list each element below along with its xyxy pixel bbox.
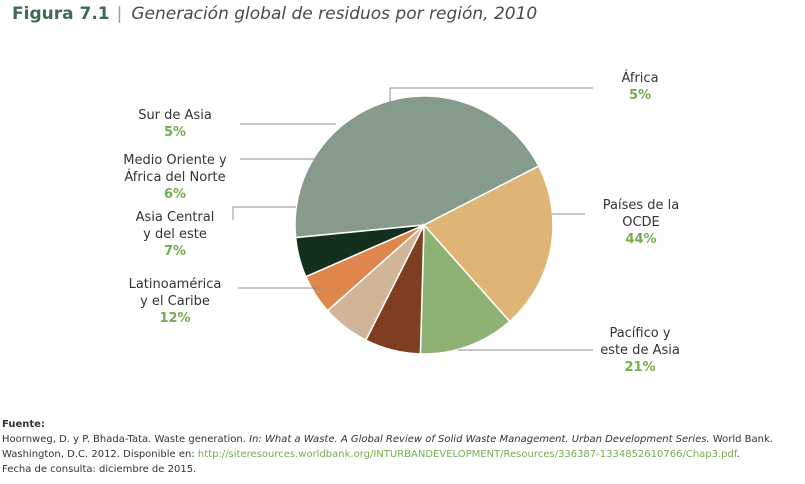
slice-label-africa: África 5% <box>621 70 658 103</box>
figure-separator: | <box>116 4 123 24</box>
figure-title: Generación global de residuos por región… <box>131 4 538 24</box>
pie-slice-ocde <box>294 95 540 239</box>
pie-slice-pacifico <box>422 165 554 323</box>
slice-label-latam: Latinoamérica y el Caribe 12% <box>129 277 222 326</box>
slice-label-line: África del Norte <box>124 169 225 185</box>
pie-slice-africa <box>294 224 425 278</box>
slice-label-line: Latinoamérica <box>129 277 222 292</box>
slice-value-label: 12% <box>159 311 190 326</box>
slice-label-asia-central: Asia Central y del este 7% <box>136 210 215 259</box>
slice-value-label: 7% <box>164 244 186 259</box>
citation-work: In: What a Waste. A Global Review of Sol… <box>249 434 710 445</box>
pie-slices <box>294 95 554 355</box>
source-citation: Hoornweg, D. y P. Bhada-Tata. Waste gene… <box>2 432 805 477</box>
slice-label-line: Países de la <box>603 198 679 213</box>
pie-chart: Países de la OCDE 44% Pacífico y este de Asi… <box>123 70 680 375</box>
pie-slice-latam <box>419 223 511 355</box>
slice-label-line: África <box>621 70 658 86</box>
source-link[interactable]: http://siteresources.worldbank.org/INTUR… <box>197 449 737 460</box>
slice-label-line: Sur de Asia <box>138 108 212 123</box>
slice-label-sur-asia: Sur de Asia 5% <box>138 108 212 140</box>
slice-label-line: OCDE <box>622 215 660 230</box>
slice-label-line: Medio Oriente y <box>123 153 227 168</box>
slice-value-label: 5% <box>629 88 651 103</box>
source-note: Fuente: Hoornweg, D. y P. Bhada-Tata. Wa… <box>2 417 805 477</box>
slice-label-ocde: Países de la OCDE 44% <box>603 198 679 247</box>
figure-header: Figura 7.1 | Generación global de residuos… <box>12 4 537 24</box>
leader-line-africa <box>389 87 593 108</box>
citation-place-date: Washington, D.C. 2012. Disponible en: <box>2 449 195 460</box>
leader-line-asia-central <box>232 206 296 220</box>
slice-label-line: Pacífico y <box>609 326 670 341</box>
leader-lines <box>232 87 593 351</box>
figure-label: Figura 7.1 <box>12 4 110 24</box>
slice-value-label: 44% <box>625 232 656 247</box>
citation-publisher: World Bank. <box>712 434 773 445</box>
source-title: Fuente: <box>2 419 45 430</box>
slice-value-label: 5% <box>164 125 186 140</box>
slice-label-line: Asia Central <box>136 210 215 225</box>
slice-value-label: 21% <box>624 360 655 375</box>
slice-label-pacifico: Pacífico y este de Asia 21% <box>600 326 680 375</box>
slice-labels: Países de la OCDE 44% Pacífico y este de Asi… <box>123 70 680 375</box>
slice-label-line: este de Asia <box>600 343 680 358</box>
citation-period: . <box>736 449 740 460</box>
citation-authors: Hoornweg, D. y P. Bhada-Tata. Waste gene… <box>2 434 246 445</box>
slice-label-line: y del este <box>143 227 207 242</box>
slice-value-label: 6% <box>164 187 186 202</box>
consultation-date: Fecha de consulta: diciembre de 2015. <box>2 464 197 475</box>
slice-label-line: y el Caribe <box>140 294 210 309</box>
